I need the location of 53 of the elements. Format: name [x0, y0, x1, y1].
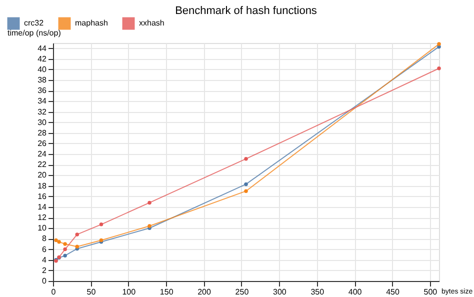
y-tick-label: 32 [38, 107, 48, 116]
point [99, 222, 104, 226]
y-tick-label: 18 [38, 181, 48, 190]
x-tick-label: 200 [198, 288, 212, 296]
y-tick-label: 14 [38, 202, 48, 212]
y-tick-label: 44 [38, 44, 48, 53]
y-tick-label: 36 [38, 86, 48, 96]
x-tick-label: 50 [86, 288, 96, 296]
point [148, 200, 152, 205]
x-tick-label: 350 [310, 288, 325, 296]
y-axis-title: time/op (ns/op) [8, 28, 62, 38]
y-tick-label: 22 [38, 160, 48, 170]
y-tick-label: 26 [38, 138, 48, 148]
x-tick-label: 250 [235, 288, 250, 296]
x-tick-label: 400 [348, 288, 362, 296]
y-tick-label: 0 [42, 276, 48, 286]
point [63, 247, 67, 252]
point [63, 254, 67, 258]
y-tick-label: 38 [38, 76, 48, 85]
point [63, 242, 67, 246]
legend-label: crc32 [24, 18, 44, 28]
y-tick-label: 28 [38, 128, 48, 138]
x-tick-label: 500 [424, 288, 438, 296]
y-tick-label: 24 [38, 150, 48, 159]
x-tick-label: 100 [122, 288, 136, 296]
point [437, 42, 441, 46]
x-tick-label: 300 [272, 288, 287, 296]
point [57, 240, 61, 244]
y-tick-label: 34 [38, 96, 48, 106]
y-tick-label: 2 [42, 266, 48, 275]
y-tick-label: 16 [38, 192, 48, 201]
x-tick-label: 450 [386, 288, 400, 296]
x-tick-label: 150 [160, 288, 174, 296]
point [75, 232, 79, 236]
point [54, 238, 58, 242]
point [244, 189, 248, 193]
point [244, 156, 248, 161]
point [244, 182, 248, 186]
y-tick-label: 20 [38, 170, 48, 180]
point [75, 244, 79, 248]
y-tick-label: 42 [38, 54, 48, 64]
y-tick-label: 30 [38, 118, 48, 127]
chart-title: Benchmark of hash functions [175, 5, 318, 17]
y-tick-label: 12 [38, 213, 48, 222]
y-tick-label: 40 [38, 64, 48, 74]
legend-label: xxhash [139, 18, 164, 28]
y-tick-label: 10 [38, 224, 48, 233]
y-tick-label: 4 [42, 255, 48, 264]
x-tick-label: 0 [51, 288, 56, 296]
point [437, 66, 441, 70]
legend-label: maphash [75, 18, 108, 28]
y-tick-label: 8 [42, 234, 48, 244]
y-tick-label: 6 [42, 244, 48, 254]
